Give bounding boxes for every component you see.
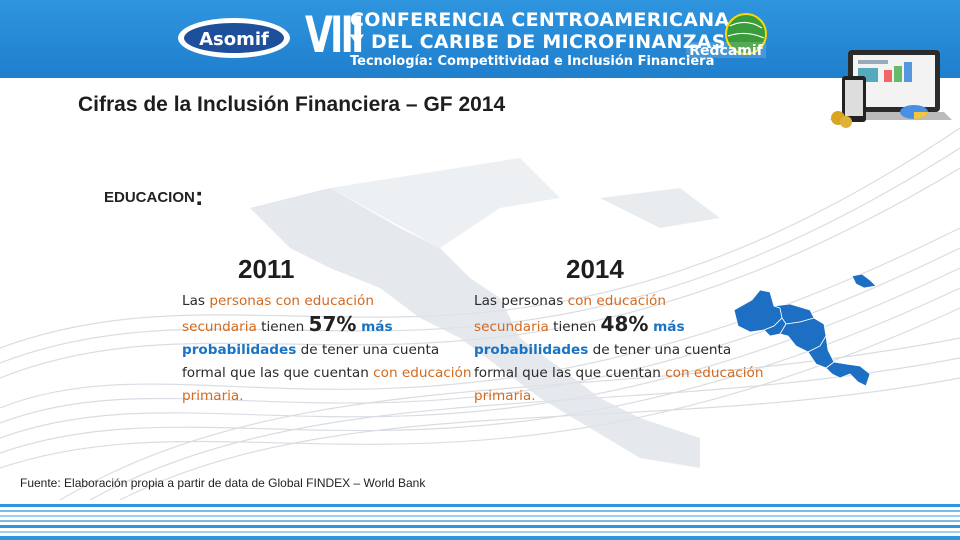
- text: Las personas: [474, 293, 568, 309]
- text: Las: [182, 293, 210, 309]
- highlight-text: personas con educación: [209, 293, 374, 309]
- highlight-text: con educación: [567, 293, 666, 309]
- section-colon: :: [194, 181, 204, 211]
- highlight-text: secundaria: [182, 319, 257, 335]
- emphasis-text: más: [648, 319, 685, 335]
- slide-title: Cifras de la Inclusión Financiera – GF 2…: [78, 93, 506, 116]
- background-map-decoration: [0, 127, 960, 500]
- section-heading: EDUCACION:: [104, 178, 204, 211]
- emphasis-text: más: [356, 319, 393, 335]
- percentage-value: 57%: [308, 312, 357, 336]
- section-label: EDUCACION: [104, 189, 195, 206]
- highlight-text: con educación primaria.: [182, 365, 472, 404]
- footer-stripes: [0, 504, 960, 540]
- year-2014-heading: 2014: [566, 254, 624, 284]
- text: tienen: [548, 319, 601, 335]
- central-america-map: [733, 273, 877, 387]
- conference-subtitle: Tecnología: Competitividad e Inclusión F…: [350, 54, 715, 69]
- stat-2011-paragraph: Las personas con educación secundaria tie…: [182, 290, 472, 408]
- highlight-text: con educación primaria.: [474, 365, 764, 404]
- conference-title-line1: CONFERENCIA CENTROAMERICANA: [350, 9, 730, 31]
- emphasis-text: probabilidades: [474, 342, 589, 358]
- stat-2014-paragraph: Las personas con educación secundaria tie…: [474, 290, 764, 408]
- redcamif-logo-text: Redcamif: [689, 43, 763, 59]
- emphasis-text: probabilidades: [182, 342, 297, 358]
- redcamif-logo: Redcamif: [686, 13, 767, 59]
- text: de tener una cuenta formal que las que c…: [182, 342, 440, 381]
- conference-title-line2: Y DEL CARIBE DE MICROFINANZAS: [350, 31, 726, 53]
- highlight-text: secundaria: [474, 319, 549, 335]
- asomif-logo: Asomif: [178, 18, 290, 58]
- header-banner: Asomif VIII CONFERENCIA CENTROAMERICANA …: [0, 0, 960, 78]
- percentage-value: 48%: [600, 312, 649, 336]
- text: de tener una cuenta formal que las que c…: [474, 342, 732, 381]
- asomif-logo-text: Asomif: [199, 29, 269, 50]
- source-note: Fuente: Elaboración propia a partir de d…: [20, 476, 426, 490]
- devices-illustration: [830, 50, 952, 128]
- year-2011-heading: 2011: [238, 254, 295, 284]
- text: tienen: [256, 319, 309, 335]
- conference-edition-number: VIII: [305, 6, 364, 64]
